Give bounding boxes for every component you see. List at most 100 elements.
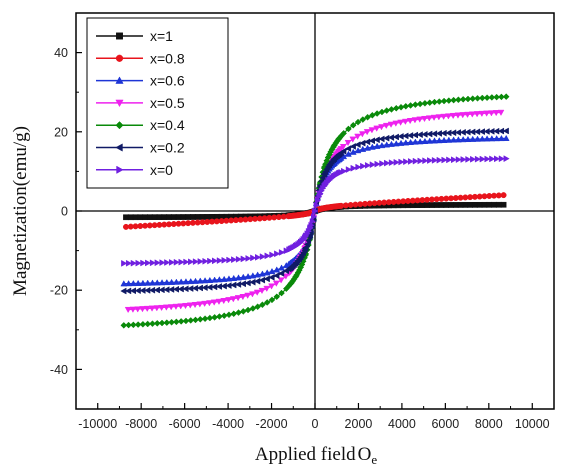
y-axis-label: Magnetization(emu/g) <box>10 126 31 296</box>
series-x-1-marker <box>448 202 454 208</box>
series-x-0-2-marker <box>244 279 251 287</box>
series-x-0-4-marker <box>392 104 400 112</box>
series-x-1-marker <box>429 202 435 208</box>
series-x-0-marker <box>145 259 152 267</box>
series-x-0-5-marker <box>354 133 362 140</box>
series-x-0-5-marker <box>421 115 428 123</box>
series-x-0-6-marker <box>450 136 458 143</box>
series-x-0-5-marker <box>378 124 385 131</box>
x-axis-unit-main: O <box>358 444 372 465</box>
series-x-0-6-marker <box>349 148 357 155</box>
series-x-0-6-marker <box>421 137 429 144</box>
series-x-0-marker <box>470 155 477 163</box>
legend-entry-x-0-label: x=0 <box>150 162 173 178</box>
legend-entry-x-0-6: x=0.6 <box>96 73 185 89</box>
series-x-1-marker <box>170 214 177 220</box>
series-x-0-4-marker <box>163 319 171 326</box>
series-x-0-4-marker <box>478 94 486 102</box>
legend-entry-x-0-4: x=0.4 <box>96 117 185 133</box>
series-x-0-6-marker <box>153 279 161 286</box>
series-x-0-4-marker <box>445 97 453 104</box>
series-x-0-5-marker <box>143 305 151 313</box>
series-x-0-5-marker <box>129 306 137 313</box>
series-x-0-6-marker <box>163 278 171 286</box>
series-x-0-2-marker <box>235 281 242 288</box>
series-x-0-6-marker <box>435 137 443 144</box>
series-x-0-5-marker <box>373 125 381 132</box>
series-x-0-4-marker <box>235 309 242 316</box>
series-x-0-marker <box>164 259 171 266</box>
series-x-0-marker <box>422 157 429 165</box>
series-x-0-4-marker <box>369 111 376 119</box>
series-x-0-4-marker <box>125 321 132 329</box>
series-x-0-marker <box>231 256 238 264</box>
x-tick-label: 10000 <box>515 417 550 431</box>
legend-entry-x-0-5-label: x=0.5 <box>150 95 185 111</box>
series-x-0-5-marker <box>492 110 500 117</box>
series-x-0-6-marker <box>139 279 147 286</box>
series-x-0-4-marker <box>134 321 142 328</box>
series-x-0-4-marker <box>144 320 152 328</box>
series-x-0-6-marker <box>278 264 285 271</box>
series-x-0-5-marker <box>430 114 438 121</box>
x-tick-label: -8000 <box>125 417 157 431</box>
series-x-0-4-marker <box>364 113 371 121</box>
y-tick-label: 20 <box>54 125 68 139</box>
series-x-0-6-marker <box>149 279 156 286</box>
series-x-0-5-marker <box>416 116 424 123</box>
series-x-0-5-marker <box>244 292 252 299</box>
series-x-0-4-marker <box>469 95 477 102</box>
series-x-1-marker <box>467 202 473 208</box>
series-x-1-marker <box>424 202 430 208</box>
series-x-0-6-marker <box>345 150 352 157</box>
x-axis-label-text: Applied field <box>255 444 356 465</box>
series-x-0-marker <box>178 258 185 266</box>
series-x-0-5-marker <box>182 302 189 310</box>
series-x-0-marker <box>431 156 439 164</box>
series-x-0-5-marker <box>268 283 275 290</box>
series-x-0-2-marker <box>337 149 344 157</box>
series-x-0-2-marker <box>359 139 366 147</box>
series-x-0-marker <box>455 156 462 164</box>
legend: x=1 x=0.8 x=0.6 x=0.5 x=0.4 x=0.2 x=0 <box>86 17 229 189</box>
series-x-1-marker <box>142 214 148 221</box>
series-x-0-marker <box>436 156 443 164</box>
series-x-0-4-marker <box>493 93 500 101</box>
series-x-1-marker <box>180 214 187 220</box>
series-x-0-5-marker <box>459 112 467 119</box>
series-x-0-4-marker <box>412 101 419 109</box>
x-tick-label: -6000 <box>169 417 201 431</box>
series-x-0-4-marker <box>359 116 367 123</box>
series-x-0-4-marker <box>139 320 147 328</box>
series-x-0-marker <box>345 166 352 173</box>
series-x-0-marker <box>240 255 247 263</box>
series-x-0-5-marker <box>215 298 223 305</box>
legend-entry-x-0-5-marker <box>115 99 124 108</box>
series-x-0-5-marker <box>349 136 357 143</box>
series-x-0-4-marker <box>153 320 161 327</box>
x-tick-label: 2000 <box>345 417 373 431</box>
series-x-0-marker <box>250 254 257 262</box>
series-x-0-5-marker <box>229 296 237 303</box>
legend-entry-x-0-4-label: x=0.4 <box>150 117 185 133</box>
series-x-0-2-marker <box>258 276 266 284</box>
series-x-0-5-marker <box>172 303 180 310</box>
series-x-0-4-marker <box>206 314 214 322</box>
series-x-0-marker <box>254 253 262 261</box>
series-x-0-marker <box>278 249 286 256</box>
series-x-0-2-marker <box>373 136 380 144</box>
series-x-0-6-marker <box>268 267 276 275</box>
series-x-0-marker <box>465 155 472 163</box>
series-x-0-5-marker <box>249 291 256 298</box>
series-x-0-5-marker <box>177 303 185 310</box>
series-x-0-marker <box>407 158 415 165</box>
series-x-0-marker <box>474 155 482 163</box>
series-x-0-marker <box>417 157 424 165</box>
series-x-0-4-marker <box>402 102 410 110</box>
series-x-1-marker <box>161 214 168 220</box>
series-x-0-6-marker <box>249 272 257 279</box>
series-x-0-5-marker <box>392 120 400 127</box>
series-x-0-6-marker <box>215 276 223 283</box>
series-x-0-6-marker <box>220 275 228 282</box>
x-tick-label: 8000 <box>475 417 503 431</box>
